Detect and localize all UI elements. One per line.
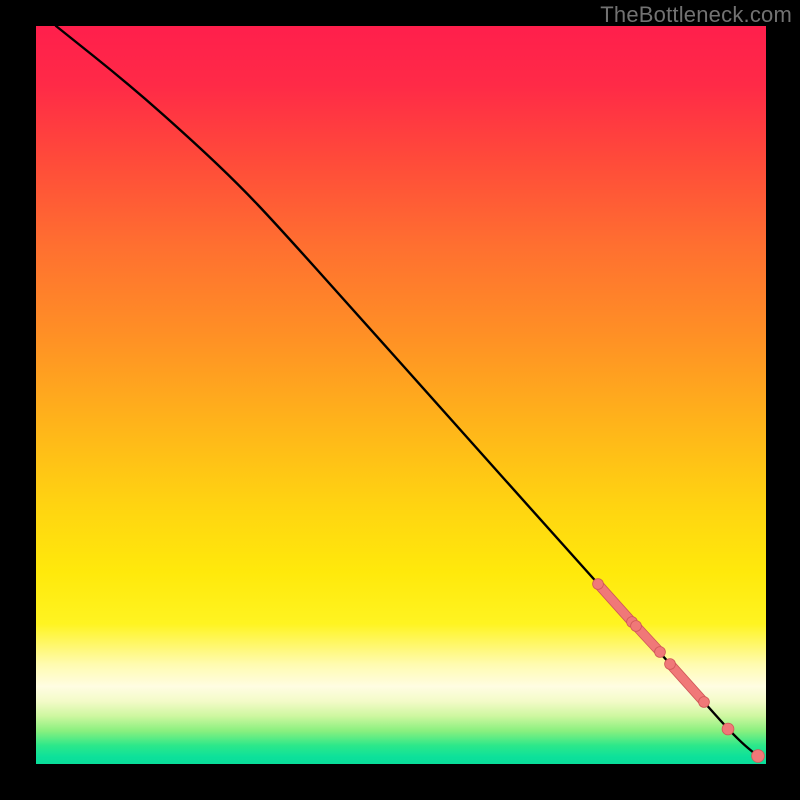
chart-frame: TheBottleneck.com — [0, 0, 800, 800]
bottleneck-chart — [0, 0, 800, 800]
